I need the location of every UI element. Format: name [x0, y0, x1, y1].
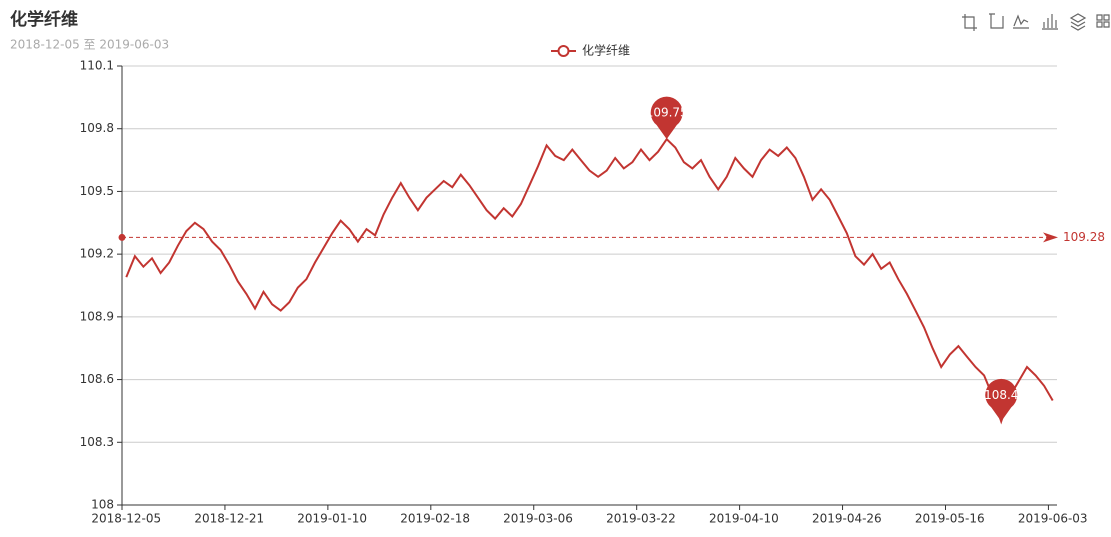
y-tick-label: 108 — [91, 498, 114, 512]
series-line — [125, 137, 1054, 425]
y-tick-label: 109.5 — [80, 184, 114, 198]
toolbox[interactable] — [962, 13, 1110, 31]
y-tick-label: 108.9 — [80, 309, 114, 323]
legend-marker — [557, 45, 570, 57]
zoom-icon[interactable] — [962, 14, 977, 31]
y-tick-label: 109.8 — [80, 121, 114, 135]
x-tick-label: 2019-04-26 — [812, 512, 882, 526]
chart-title: 化学纤维 — [10, 9, 78, 30]
average-arrow — [1043, 232, 1058, 243]
y-tick-label: 108.3 — [80, 435, 114, 449]
pin-label: 108.4 — [984, 388, 1018, 402]
x-tick-label: 2019-04-10 — [709, 512, 779, 526]
x-tick-label: 2019-03-06 — [503, 512, 573, 526]
line-icon[interactable] — [1013, 14, 1029, 29]
bar-icon[interactable] — [1042, 14, 1058, 30]
average-start — [118, 233, 126, 241]
stack-icon[interactable] — [1069, 13, 1087, 31]
pin-label: 109.75 — [646, 106, 688, 120]
x-tick-label: 2019-03-22 — [606, 512, 676, 526]
chart-subtitle: 2018-12-05 至 2019-06-03 — [10, 38, 169, 52]
y-tick-label: 108.6 — [80, 372, 114, 386]
pin — [650, 96, 683, 140]
zoom-reset-icon[interactable] — [989, 13, 1004, 29]
x-tick-label: 2019-06-03 — [1018, 512, 1088, 526]
x-tick-label: 2018-12-05 — [91, 512, 161, 526]
y-tick-label: 110.1 — [80, 59, 114, 73]
y-tick-label: 109.2 — [80, 247, 114, 261]
legend-label: 化学纤维 — [582, 43, 630, 58]
pin — [985, 378, 1018, 422]
x-tick-label: 2018-12-21 — [194, 512, 264, 526]
average-label: 109.28 — [1063, 230, 1105, 244]
x-tick-label: 2019-02-18 — [400, 512, 470, 526]
tiled-icon[interactable] — [1096, 14, 1110, 28]
x-tick-label: 2019-05-16 — [915, 512, 985, 526]
x-tick-label: 2019-01-10 — [297, 512, 367, 526]
